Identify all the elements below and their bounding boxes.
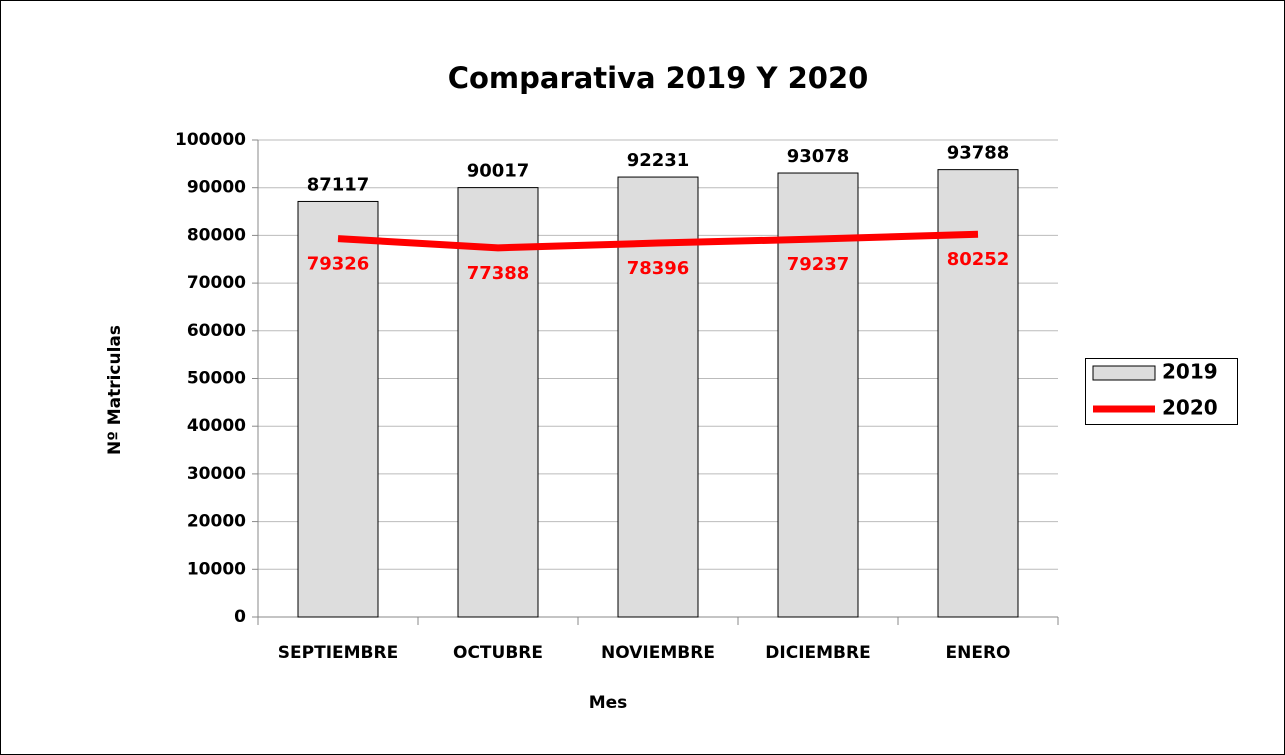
y-tick-label: 20000 (187, 512, 246, 532)
data-label: 87117 (307, 174, 370, 195)
y-tick-label: 100000 (175, 130, 246, 150)
line (337, 230, 979, 252)
bar (297, 200, 379, 618)
data-label: 78396 (627, 258, 690, 279)
data-label: 92231 (627, 150, 690, 171)
data-label: 77388 (467, 263, 530, 284)
x-tick-label: NOVIEMBRE (601, 643, 715, 663)
y-tick-label: 50000 (187, 369, 246, 389)
data-label: 93078 (787, 146, 850, 167)
x-tick-label: OCTUBRE (453, 643, 543, 663)
bar (777, 172, 859, 618)
chart-title: Comparativa 2019 Y 2020 (448, 61, 869, 95)
y-tick-label: 60000 (187, 321, 246, 341)
x-tick-label: SEPTIEMBRE (278, 643, 398, 663)
y-tick-label: 40000 (187, 416, 246, 436)
legend-swatch (1092, 365, 1156, 381)
legend-label: 2019 (1162, 360, 1218, 384)
data-label: 80252 (947, 249, 1010, 270)
data-label: 90017 (467, 161, 530, 182)
x-tick-label: ENERO (946, 643, 1011, 663)
y-tick-label: 30000 (187, 464, 246, 484)
x-axis-label: Mes (589, 693, 628, 713)
bar (937, 169, 1019, 618)
y-tick-label: 80000 (187, 225, 246, 245)
data-label: 79237 (787, 254, 850, 275)
legend-label: 2020 (1162, 396, 1218, 420)
bar (617, 176, 699, 618)
x-tick-label: DICIEMBRE (765, 643, 870, 663)
data-label: 79326 (307, 254, 370, 275)
y-axis-label: Nº Matriculas (105, 325, 125, 455)
y-tick-label: 90000 (187, 178, 246, 198)
data-label: 93788 (947, 143, 1010, 164)
y-tick-label: 70000 (187, 273, 246, 293)
y-tick-label: 0 (234, 607, 246, 627)
y-tick-label: 10000 (187, 559, 246, 579)
bar (457, 187, 539, 618)
